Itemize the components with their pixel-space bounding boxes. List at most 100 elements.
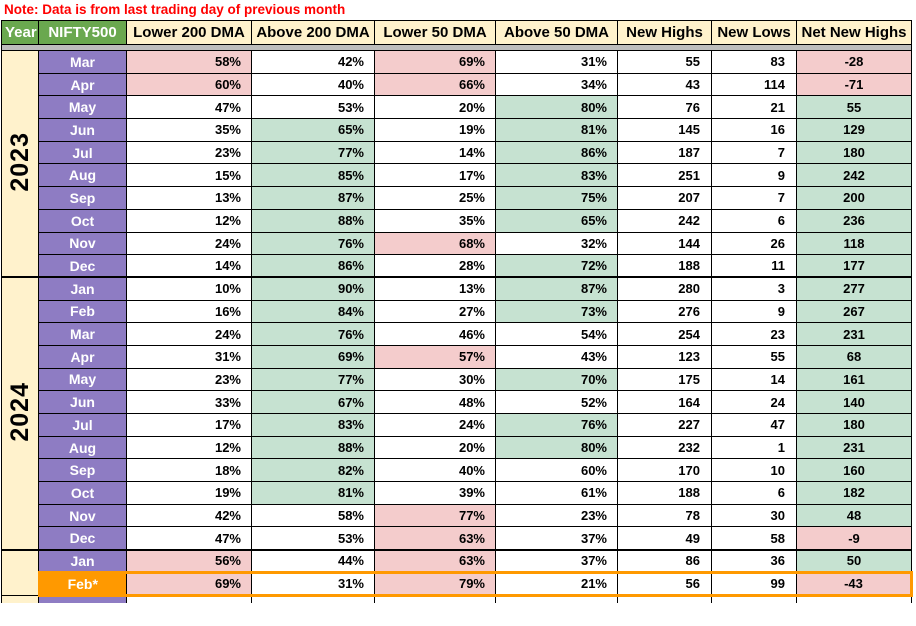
cell-lower-200-dma: 23% (126, 367, 252, 392)
cell-above-200-dma: 76% (251, 322, 375, 346)
table-row: Jun 35% 65% 19% 81% 145 16 129 (2, 118, 912, 142)
cell-above-50-dma: 31% (495, 50, 618, 74)
cell-new-lows: 21 (711, 95, 797, 120)
table-header: Year NIFTY500 Lower 200 DMA Above 200 DMA Lo… (1, 20, 912, 51)
cell-new-highs: 207 (617, 186, 712, 210)
column-header-above-200-dma: Above 200 DMA (251, 20, 375, 45)
cell-new-lows: 114 (711, 72, 797, 97)
month-cell: Sep (38, 186, 127, 210)
month-cell: Jan (38, 276, 127, 301)
cell-above-200-dma: 81% (251, 481, 375, 505)
cell-new-lows: 16 (711, 118, 797, 142)
month-cell: Apr (38, 72, 127, 97)
cell-lower-50-dma: 35% (374, 208, 496, 233)
cell-above-200-dma: 53% (251, 526, 375, 551)
cell-lower-200-dma: 18% (126, 458, 252, 483)
month-cell: May (38, 95, 127, 120)
cell-new-highs: 280 (617, 276, 712, 301)
column-header-new-lows: New Lows (711, 20, 797, 45)
cell-new-lows: 26 (711, 231, 797, 256)
year-label-cell (1, 594, 39, 603)
cell-net-new-highs: 180 (796, 413, 912, 437)
cell-above-200-dma: 90% (251, 276, 375, 301)
cell-lower-200-dma: 14% (126, 254, 252, 278)
cell-net-new-highs: 200 (796, 186, 912, 210)
cell-new-lows: 30 (711, 503, 797, 528)
cell-lower-200-dma: 47% (126, 526, 252, 551)
table-row: Apr 60% 40% 66% 34% 43 114 -71 (2, 72, 912, 97)
table-row: Jan 56% 44% 63% 37% 86 36 50 (1, 548, 912, 596)
cell-above-50-dma: 32% (495, 231, 618, 256)
month-cell: Jan (38, 548, 127, 573)
cell-new-highs: 56 (617, 570, 712, 597)
cell-new-lows: 55 (711, 344, 797, 369)
table-row: Nov 24% 76% 68% 32% 144 26 118 (2, 231, 912, 256)
cell-above-50-dma: 54% (495, 322, 618, 346)
table-row: 2023 Mar 58% 42% 69% 31% 55 83 -28 (1, 50, 912, 278)
cell-new-lows: 14 (711, 367, 797, 392)
table-row: 2024 Jan 10% 90% 13% 87% 280 3 277 (1, 276, 912, 551)
cell-new-highs: 251 (617, 163, 712, 188)
column-header-year: Year (1, 20, 39, 45)
cell-lower-50-dma: 30% (374, 367, 496, 392)
cell-lower-50-dma: 63% (374, 548, 496, 573)
table-row: Feb* 69% 31% 79% 21% 56 99 -43 (2, 570, 913, 597)
cell-lower-50-dma: 13% (374, 276, 496, 301)
month-cell: Nov (38, 503, 127, 528)
cell-above-200-dma: 77% (251, 140, 375, 165)
cell-new-highs: 43 (617, 72, 712, 97)
cell-lower-50-dma: 19% (374, 118, 496, 142)
cell-lower-50-dma: 68% (374, 231, 496, 256)
cell-net-new-highs (796, 594, 912, 603)
cell-net-new-highs: 180 (796, 140, 912, 165)
cell-above-50-dma: 70% (495, 367, 618, 392)
cell-new-highs: 49 (617, 526, 712, 551)
cell-above-200-dma: 31% (251, 570, 375, 597)
table-row: Aug 12% 88% 20% 80% 232 1 231 (2, 435, 912, 460)
cell-above-200-dma: 82% (251, 458, 375, 483)
cell-new-lows: 99 (711, 570, 797, 597)
cell-above-50-dma: 37% (495, 526, 618, 551)
table-row: Apr 31% 69% 57% 43% 123 55 68 (2, 344, 912, 369)
table-row: May 23% 77% 30% 70% 175 14 161 (2, 367, 912, 392)
cell-new-lows: 9 (711, 299, 797, 324)
cell-lower-50-dma: 20% (374, 435, 496, 460)
table-row: May 47% 53% 20% 80% 76 21 55 (2, 95, 912, 120)
cell-net-new-highs: 242 (796, 163, 912, 188)
cell-lower-50-dma: 40% (374, 458, 496, 483)
table-row: Mar 24% 76% 46% 54% 254 23 231 (2, 322, 912, 346)
cell-lower-200-dma: 47% (126, 95, 252, 120)
month-cell: Mar (38, 322, 127, 346)
cell-lower-50-dma: 66% (374, 72, 496, 97)
cell-new-highs (617, 594, 712, 603)
cell-lower-50-dma: 79% (374, 570, 496, 597)
cell-lower-200-dma: 31% (126, 344, 252, 369)
cell-lower-200-dma: 23% (126, 140, 252, 165)
cell-above-200-dma: 53% (251, 95, 375, 120)
month-cell: Feb* (37, 570, 127, 597)
month-cell: Jun (38, 390, 127, 414)
cell-above-200-dma: 77% (251, 367, 375, 392)
month-cell (38, 594, 127, 603)
month-cell: Feb (38, 299, 127, 324)
cell-new-lows: 1 (711, 435, 797, 460)
cell-lower-200-dma: 60% (126, 72, 252, 97)
cell-new-highs: 170 (617, 458, 712, 483)
month-cell: Jun (38, 118, 127, 142)
cell-net-new-highs: 236 (796, 208, 912, 233)
cell-new-highs: 78 (617, 503, 712, 528)
cell-above-50-dma: 37% (495, 548, 618, 573)
cell-above-50-dma: 86% (495, 140, 618, 165)
month-cell: Dec (38, 254, 127, 278)
cell-above-50-dma: 87% (495, 276, 618, 301)
cell-new-highs: 76 (617, 95, 712, 120)
cell-new-lows: 7 (711, 140, 797, 165)
cell-lower-200-dma: 12% (126, 208, 252, 233)
cell-new-lows: 24 (711, 390, 797, 414)
cell-lower-50-dma: 48% (374, 390, 496, 414)
cell-above-200-dma: 76% (251, 231, 375, 256)
cell-new-highs: 123 (617, 344, 712, 369)
cell-net-new-highs: 160 (796, 458, 912, 483)
cell-new-lows: 9 (711, 163, 797, 188)
cell-new-lows: 7 (711, 186, 797, 210)
